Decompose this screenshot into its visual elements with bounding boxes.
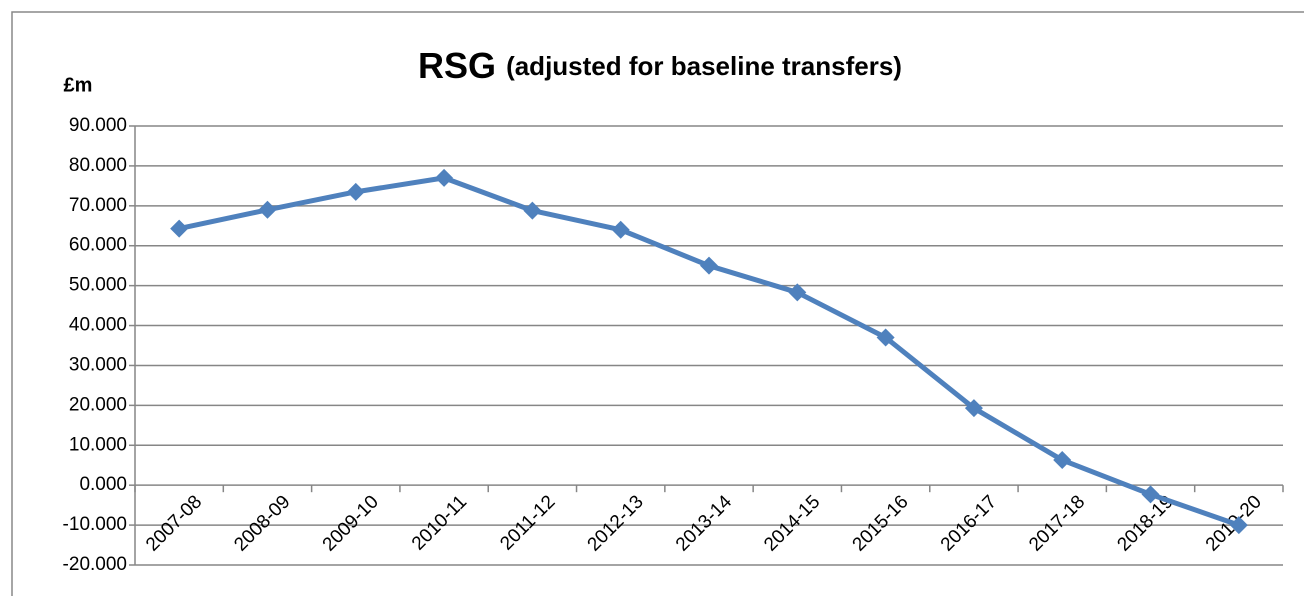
marker (258, 200, 277, 219)
marker (611, 220, 630, 239)
title: RSG (418, 45, 496, 86)
chart-border (11, 11, 1304, 596)
marker (964, 399, 983, 418)
marker (876, 328, 895, 347)
marker (523, 201, 542, 220)
y-tick-label: 50.000 (69, 275, 127, 296)
y-tick-label: -10.000 (63, 514, 127, 535)
chart-title: RSG (adjusted for baseline transfers) (418, 45, 902, 86)
y-tick-label: 30.000 (69, 354, 127, 375)
y-tick-label: 40.000 (69, 315, 127, 336)
y-tick-label: 90.000 (69, 115, 127, 136)
y-tick-label: 20.000 (69, 394, 127, 415)
y-tick-label: 0.000 (79, 474, 127, 495)
marker (346, 182, 365, 201)
marker (788, 283, 807, 302)
y-tick-label: 80.000 (69, 155, 127, 176)
y-tick-label: 70.000 (69, 195, 127, 216)
subtitle: (adjusted for baseline transfers) (506, 51, 902, 81)
marker (1053, 451, 1072, 470)
marker (170, 219, 189, 238)
y-axis-label: £m (64, 74, 93, 96)
marker (435, 168, 454, 187)
marker (1229, 516, 1248, 535)
y-tick-label: 10.000 (69, 434, 127, 455)
marker (1141, 485, 1160, 504)
y-tick-label: -20.000 (63, 554, 127, 575)
marker (700, 256, 718, 275)
y-tick-label: 60.000 (69, 235, 127, 256)
